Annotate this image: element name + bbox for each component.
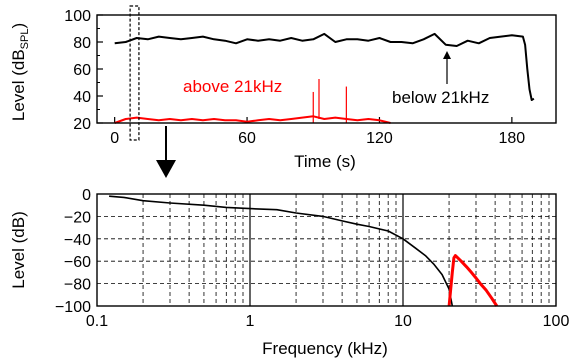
spectrum-series bbox=[109, 195, 499, 307]
spectrum-plot-background bbox=[97, 194, 556, 306]
spectrum-y-tick-label: −80 bbox=[64, 277, 91, 294]
time-chart: Level (dBSPL) 20 40 60 80 100 0 60 120 180 Time… bbox=[9, 5, 557, 178]
spectrum-y-tick-label: −100 bbox=[55, 299, 91, 316]
spectrum-x-tick-label: 10 bbox=[394, 313, 412, 330]
spectrum-line-above-21khz bbox=[447, 254, 499, 307]
time-chart-y-tick-label: 100 bbox=[64, 8, 91, 25]
spectrum-y-ticks: −100 −80 −60 −40 −20 0 bbox=[55, 187, 91, 316]
series-line-above-21khz bbox=[114, 115, 391, 124]
below-21khz-arrowhead bbox=[443, 51, 451, 59]
time-chart-x-tick-label: 0 bbox=[110, 130, 119, 147]
spectrum-y-tick-label: −20 bbox=[64, 209, 91, 226]
time-chart-y-ticks: 20 40 60 80 100 bbox=[64, 8, 103, 133]
spectrum-y-axis-label: Level (dB) bbox=[9, 211, 28, 288]
time-chart-x-tick-label: 60 bbox=[238, 130, 256, 147]
zoom-arrowhead bbox=[156, 160, 176, 178]
time-chart-series bbox=[114, 32, 535, 124]
time-chart-x-tick-label: 180 bbox=[499, 130, 526, 147]
selected-time-window-box bbox=[129, 5, 140, 141]
spectrum-y-tick-label: 0 bbox=[82, 187, 91, 204]
spectrum-plot-frame bbox=[96, 193, 557, 307]
spectrum-x-tick-label: 0.1 bbox=[86, 313, 108, 330]
spectrum-line-below-21khz bbox=[109, 195, 454, 307]
spectrum-x-axis-label: Frequency (kHz) bbox=[262, 339, 388, 358]
spectrum-y-tick-label: −60 bbox=[64, 254, 91, 271]
above-21khz-annotation: above 21kHz bbox=[183, 77, 282, 96]
spectrum-x-tick-label: 100 bbox=[543, 313, 570, 330]
time-chart-y-label-main: Level (dB bbox=[9, 49, 28, 121]
spectrum-x-tick-label: 1 bbox=[246, 313, 255, 330]
time-chart-x-tick-label: 120 bbox=[366, 130, 393, 147]
spectrum-y-tick-label: −40 bbox=[64, 232, 91, 249]
time-chart-y-tick-label: 40 bbox=[73, 89, 91, 106]
time-chart-y-axis-label: Level (dBSPL) bbox=[9, 23, 31, 121]
time-chart-x-axis-label: Time (s) bbox=[294, 152, 356, 171]
time-chart-y-label-sub: SPL bbox=[19, 29, 31, 50]
time-chart-x-ticks: 0 60 120 180 bbox=[110, 117, 525, 147]
series-line-below-21khz bbox=[114, 32, 535, 101]
time-chart-y-label-close: ) bbox=[9, 23, 28, 29]
time-chart-y-tick-label: 20 bbox=[73, 116, 91, 133]
spectrum-x-ticks: 0.1 1 10 100 bbox=[86, 313, 570, 330]
time-chart-y-tick-label: 80 bbox=[73, 35, 91, 52]
time-chart-plot-frame bbox=[96, 14, 557, 124]
below-21khz-annotation: below 21kHz bbox=[392, 88, 489, 107]
time-chart-y-tick-label: 60 bbox=[73, 62, 91, 79]
spectrum-chart: −100 −80 −60 −40 −20 0 0.1 1 10 100 Level (dB) F… bbox=[9, 187, 569, 358]
